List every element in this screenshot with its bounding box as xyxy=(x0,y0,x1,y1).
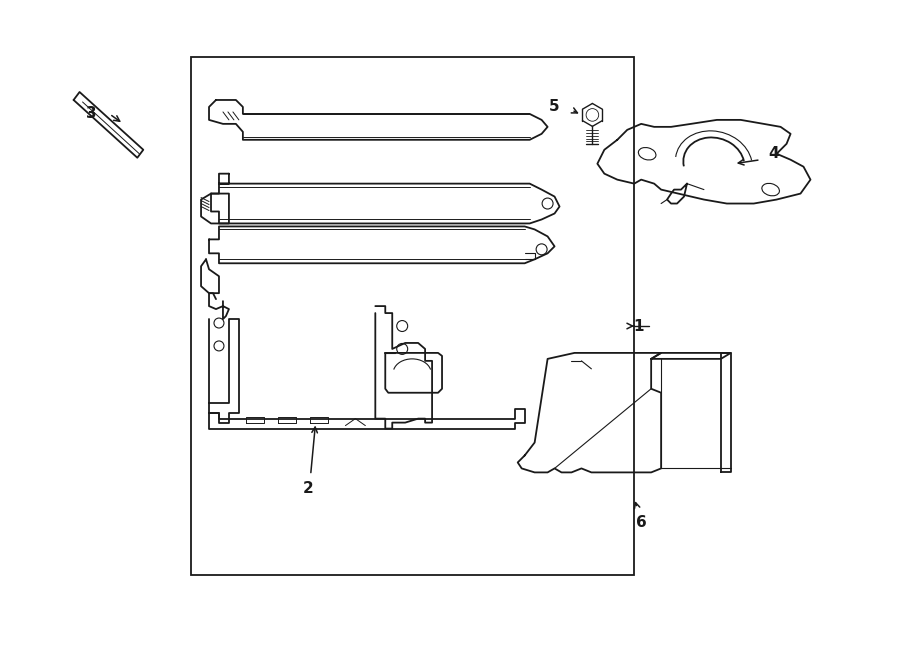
Text: 1: 1 xyxy=(634,319,644,334)
Text: 2: 2 xyxy=(303,481,314,496)
Bar xyxy=(191,57,634,575)
Text: 5: 5 xyxy=(549,99,560,114)
Text: 6: 6 xyxy=(635,515,646,529)
Text: 3: 3 xyxy=(86,106,96,122)
Text: 4: 4 xyxy=(769,146,778,161)
